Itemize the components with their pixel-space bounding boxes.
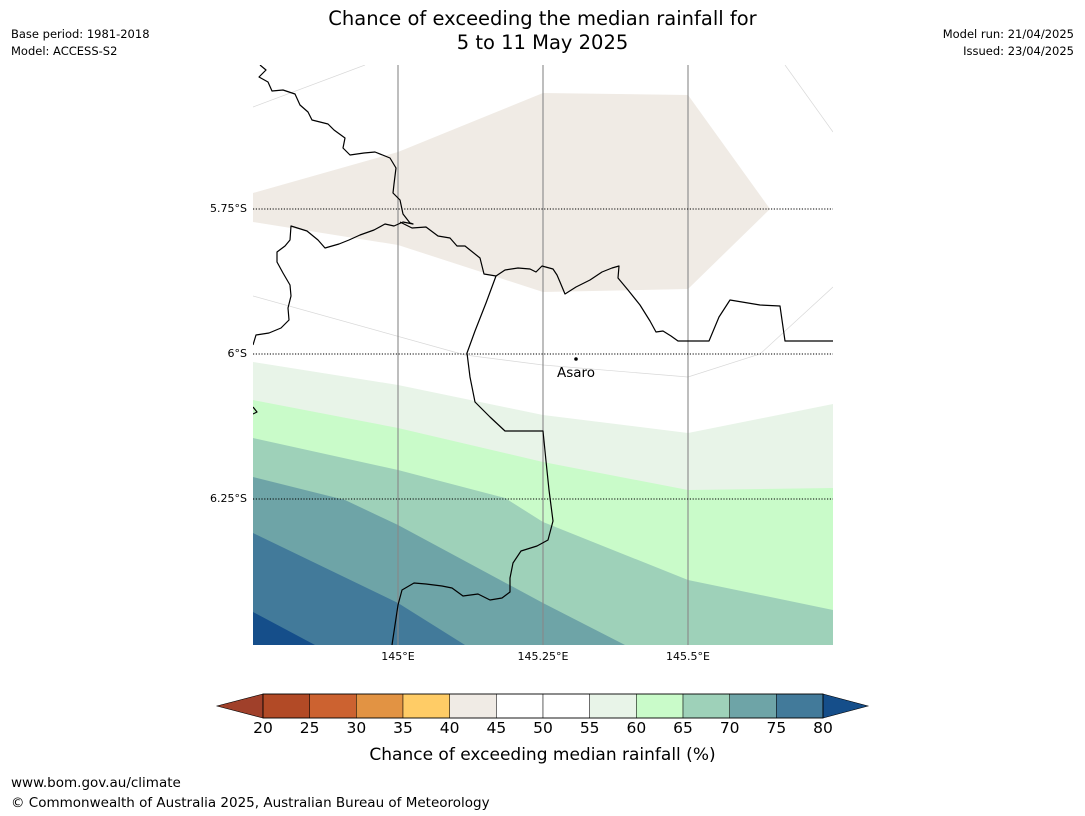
footer-url: www.bom.gov.au/climate [11,775,181,791]
province-boundaries [253,65,833,645]
footer-copyright: © Commonwealth of Australia 2025, Austra… [11,795,490,811]
colorbar-tick-label: 45 [486,719,507,737]
lon-label-145-5: 145.5°E [666,650,710,663]
colorbar-high-extend [822,693,870,719]
colorbar-tick-label: 20 [253,719,273,737]
place-label-asaro: Asaro [557,365,596,381]
colorbar-tick-label: 60 [626,719,647,737]
meridian-lines [397,65,689,645]
colorbar [215,693,870,719]
colorbar-tick-label: 50 [533,719,553,737]
colorbar-segment [589,693,637,719]
colorbar-tick-label: 30 [346,719,367,737]
base-period: Base period: 1981-2018 [11,27,150,41]
band-75-80 [253,533,465,645]
colorbar-segment [262,693,310,719]
colorbar-tick-label: 70 [719,719,740,737]
colorbar-tick-label: 35 [393,719,413,737]
model-name: Model: ACCESS-S2 [11,44,118,58]
colorbar-tick-label: 55 [579,719,600,737]
lat-label-5-75: 5.75°S [210,202,247,215]
colorbar-segment [356,693,404,719]
issued-date: Issued: 23/04/2025 [963,44,1074,58]
colorbar-segment [542,693,590,719]
model-run: Model run: 21/04/2025 [942,27,1074,41]
colorbar-segment [402,693,450,719]
lon-label-145: 145°E [381,650,415,663]
colorbar-label: Chance of exceeding median rainfall (%) [369,745,716,765]
colorbar-segment [729,693,777,719]
title-line-2: 5 to 11 May 2025 [456,31,629,54]
colorbar-segment [776,693,824,719]
colorbar-tick-label: 80 [813,719,833,737]
colorbar-segment [682,693,730,719]
left-metadata: Base period: 1981-2018 Model: ACCESS-S2 [11,26,150,60]
colorbar-tick-label: 25 [299,719,320,737]
colorbar-segment [496,693,544,719]
title-line-1: Chance of exceeding the median rainfall … [328,7,757,30]
lon-label-145-25: 145.25°E [517,650,569,663]
band-40-45-north [253,93,770,292]
asaro-marker [574,357,578,361]
colorbar-tick-label: 75 [766,719,787,737]
lat-label-6-25: 6.25°S [210,492,247,505]
colorbar-tick-label: 40 [439,719,460,737]
contour-lines [253,65,833,378]
map-title: Chance of exceeding the median rainfall … [0,7,1085,55]
colorbar-segment [309,693,357,719]
band-above-80 [253,612,315,645]
lat-label-6: 6°S [227,347,247,360]
colorbar-segments [262,693,824,719]
right-metadata: Model run: 21/04/2025 Issued: 23/04/2025 [943,26,1074,60]
rainfall-map [253,65,833,645]
colorbar-tick-label: 65 [673,719,693,737]
colorbar-frame [262,693,824,719]
colorbar-segment [449,693,497,719]
colorbar-segment [636,693,684,719]
colorbar-low-extend [215,693,264,719]
